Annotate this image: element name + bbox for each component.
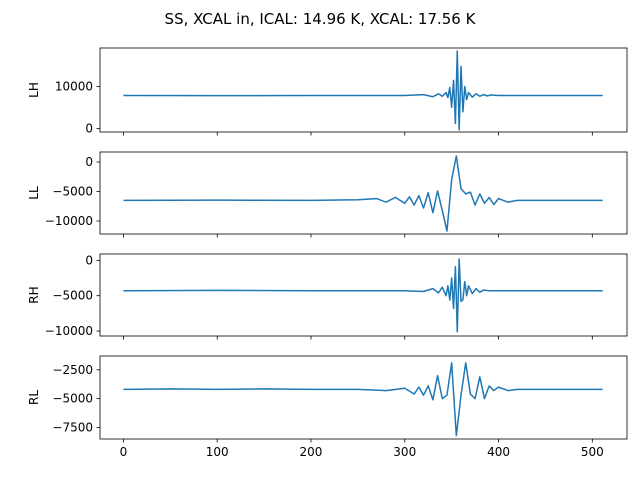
axes-frame bbox=[99, 47, 628, 133]
y-tick-label: −5000 bbox=[52, 289, 93, 303]
y-axis-label: RH bbox=[27, 286, 41, 303]
series-line bbox=[123, 155, 603, 232]
x-tick-label: 500 bbox=[581, 445, 604, 459]
y-tick-label: 0 bbox=[85, 122, 93, 136]
subplot-rl: −7500 −5000 −2500 0 100 200 300 400 500 RL bbox=[27, 355, 628, 459]
y-axis-label: LL bbox=[27, 186, 41, 200]
y-tick-label: −5000 bbox=[52, 392, 93, 406]
axes-frame bbox=[99, 355, 628, 440]
y-tick-label: −10000 bbox=[45, 324, 93, 338]
axes-frame bbox=[99, 151, 628, 235]
subplot-ll: −10000 −5000 0 LL bbox=[27, 151, 628, 238]
x-tick-label: 200 bbox=[300, 445, 323, 459]
subplot-lh: 0 10000 LH bbox=[27, 47, 628, 136]
y-tick-label: −2500 bbox=[52, 363, 93, 377]
y-tick-label: 0 bbox=[85, 253, 93, 267]
x-tick-label: 100 bbox=[206, 445, 229, 459]
figure-title: SS, XCAL in, ICAL: 14.96 K, XCAL: 17.56 … bbox=[165, 10, 477, 28]
subplots: 0 10000 LH −10000 −5000 0 LL −10000 −5000 0 RH −750… bbox=[27, 47, 628, 459]
x-tick-label: 0 bbox=[120, 445, 128, 459]
series-line bbox=[123, 258, 603, 333]
series-line bbox=[123, 50, 603, 131]
y-tick-label: 0 bbox=[85, 155, 93, 169]
y-axis-label: RL bbox=[27, 390, 41, 405]
x-tick-label: 300 bbox=[393, 445, 416, 459]
y-tick-label: 10000 bbox=[55, 80, 93, 94]
x-tick-label: 400 bbox=[487, 445, 510, 459]
y-tick-label: −5000 bbox=[52, 185, 93, 199]
subplot-rh: −10000 −5000 0 RH bbox=[27, 253, 628, 340]
axes-frame bbox=[99, 253, 628, 337]
y-tick-label: −10000 bbox=[45, 214, 93, 228]
y-tick-label: −7500 bbox=[52, 420, 93, 434]
y-axis-label: LH bbox=[27, 82, 41, 98]
series-line bbox=[123, 362, 603, 437]
